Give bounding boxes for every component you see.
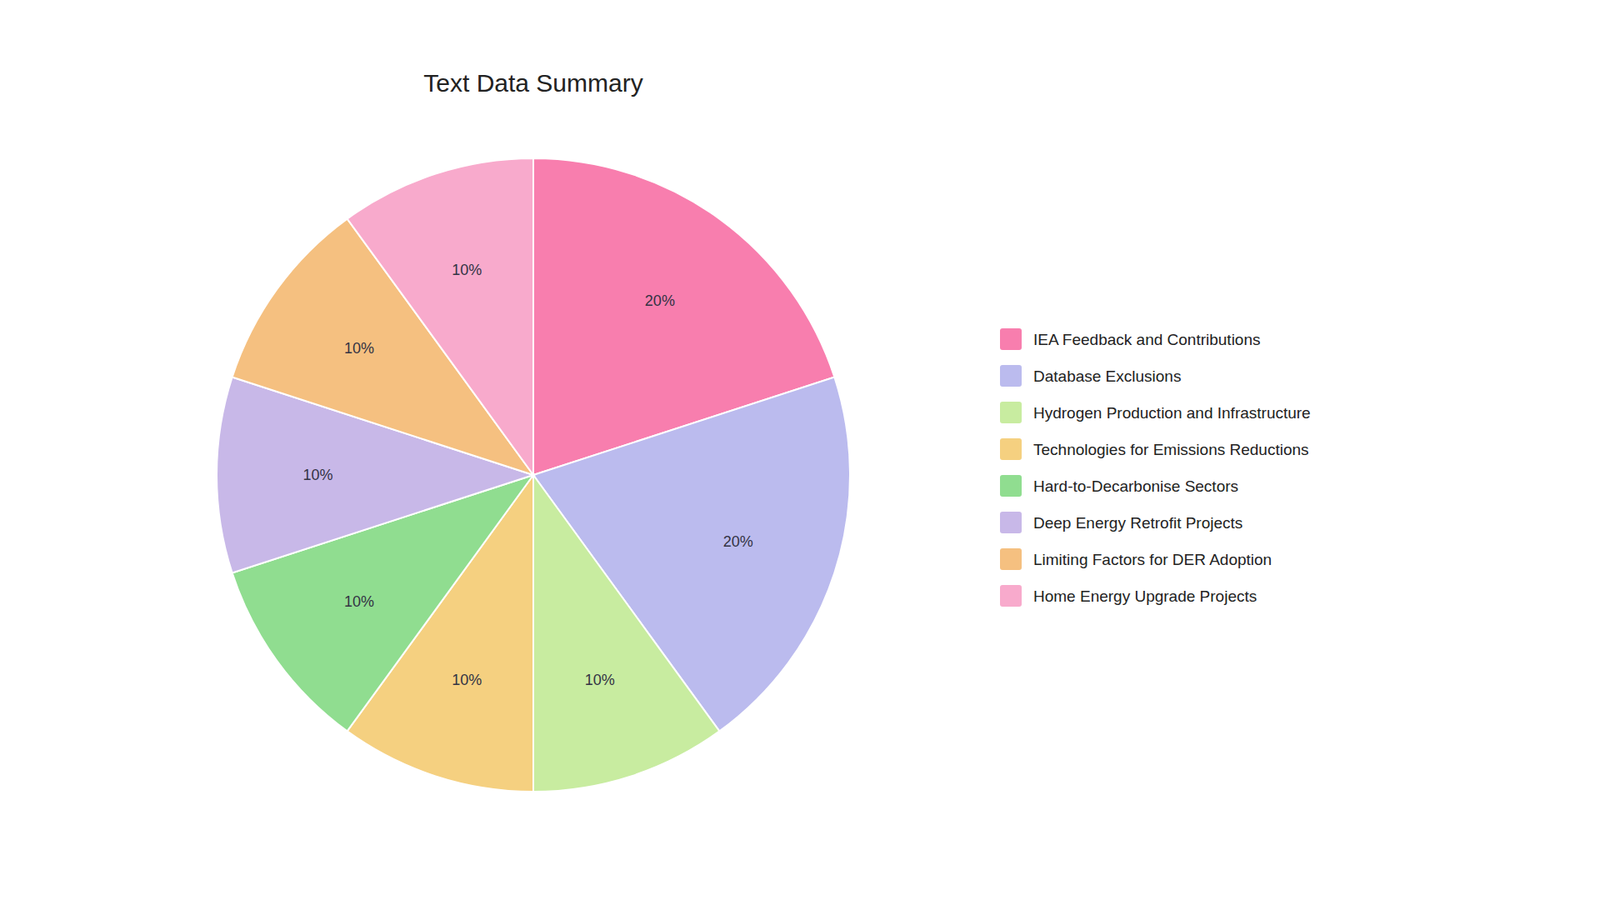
legend-swatch <box>1000 585 1022 607</box>
legend-label: Hydrogen Production and Infrastructure <box>1033 404 1311 422</box>
data-label: 10% <box>303 466 334 484</box>
legend-swatch <box>1000 328 1022 350</box>
legend-swatch <box>1000 365 1022 387</box>
legend-label: IEA Feedback and Contributions <box>1033 330 1261 349</box>
legend-label: Limiting Factors for DER Adoption <box>1033 550 1272 569</box>
legend: IEA Feedback and Contributions Database E… <box>1000 328 1311 607</box>
legend-swatch <box>1000 475 1022 497</box>
data-label: 10% <box>344 593 375 610</box>
legend-label: Technologies for Emissions Reductions <box>1033 440 1310 459</box>
legend-swatch <box>1000 548 1022 570</box>
slices <box>216 158 850 792</box>
legend-label: Database Exclusions <box>1033 367 1181 385</box>
chart: Text Data Summary 20% 20% 10% 10% 10% 10% 10% 10… <box>0 0 1600 900</box>
data-label: 10% <box>451 671 482 689</box>
legend-swatch <box>1000 401 1022 424</box>
background <box>0 0 1600 900</box>
data-label: 20% <box>723 533 754 550</box>
data-label: 10% <box>344 340 375 357</box>
legend-label: Deep Energy Retrofit Projects <box>1033 514 1243 532</box>
legend-swatch <box>1000 438 1022 460</box>
data-label: 10% <box>585 671 615 689</box>
data-label: 20% <box>645 292 675 310</box>
legend-swatch <box>1000 511 1022 534</box>
title: Text Data Summary <box>423 69 643 97</box>
slice <box>347 158 534 475</box>
data-label: 10% <box>451 261 482 279</box>
slice <box>533 475 720 792</box>
legend-label: Home Energy Upgrade Projects <box>1033 587 1257 605</box>
data-labels: 20% 20% 10% 10% 10% 10% 10% 10% <box>303 261 754 689</box>
legend-label: Hard-to-Decarbonise Sectors <box>1033 477 1239 495</box>
